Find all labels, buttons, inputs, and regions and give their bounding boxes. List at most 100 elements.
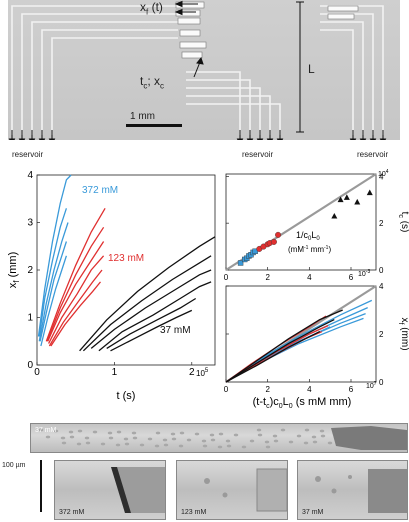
series-line [110, 309, 193, 352]
speckle [226, 444, 232, 448]
microchannel-micrograph [8, 0, 400, 140]
scale-bar-100um [40, 460, 42, 512]
speckle [53, 429, 59, 433]
series-line [225, 309, 343, 383]
speckle [38, 428, 44, 432]
reservoir-label-right: reservoir [357, 150, 389, 159]
svg-text:xf (mm): xf (mm) [7, 252, 21, 288]
series-line [79, 236, 216, 352]
channel-strip-photo: 37 mM [30, 423, 408, 453]
right-channel-set [320, 5, 384, 135]
series-line [37, 174, 72, 337]
reservoir-arrows [8, 130, 387, 140]
speckle [202, 444, 208, 448]
left-channel-set [11, 5, 178, 135]
crystal-front [331, 426, 407, 450]
speckle [312, 440, 318, 444]
y-tick-label: 2 [379, 219, 384, 228]
speckle [210, 438, 216, 442]
speckle [186, 438, 192, 442]
speckle [217, 445, 223, 449]
middle-channel-set [186, 71, 281, 135]
speckle [209, 433, 215, 437]
annotation-units: (mM-1 mm-1) [288, 245, 331, 254]
y-tick-label: 0 [379, 378, 384, 387]
speckle [107, 431, 113, 435]
y-tick-label: 2 [379, 330, 384, 339]
speckle [69, 435, 75, 439]
series-line [90, 269, 212, 349]
speckle [178, 444, 184, 448]
speckle [61, 441, 67, 445]
speckle [233, 433, 239, 437]
photo-372mM: 372 mM [54, 460, 166, 520]
y-axis-label: xf (mm) [397, 317, 409, 350]
speckle [100, 442, 106, 446]
speckle [303, 441, 309, 445]
data-point [337, 196, 344, 203]
crystal-speckle [38, 426, 407, 450]
label-37mM: 37 mM [160, 325, 191, 336]
photo-label-37mM: 37 mM [302, 509, 324, 516]
speckle [85, 441, 91, 445]
x-tick-label: 1 [112, 367, 118, 378]
speckle [265, 445, 271, 449]
x-tick-label: 4 [307, 273, 312, 280]
y-axis-label: xf (mm) [7, 252, 21, 288]
speckle [170, 432, 176, 436]
x-exponent-label: 105 [196, 368, 209, 378]
y-tick-label: 2 [27, 265, 33, 276]
front-arrow [174, 0, 198, 16]
speckle [124, 442, 130, 446]
series-line [39, 241, 68, 342]
speckle [171, 437, 177, 441]
series-line [46, 226, 105, 342]
series-line [38, 208, 68, 337]
speckle [296, 434, 302, 438]
speckle [108, 436, 114, 440]
series-line [38, 222, 69, 342]
speckle [68, 430, 74, 434]
label-123mM: 123 mM [108, 253, 144, 264]
speckle [76, 442, 82, 446]
speckle [131, 431, 137, 435]
series-line [82, 255, 212, 352]
y-tick-label: 4 [27, 170, 33, 181]
x-axis-label: (t-tc)c0L0 (s mM mm) [253, 396, 352, 408]
series-line [225, 319, 335, 383]
reservoir-label-left: reservoir [12, 150, 44, 159]
photo-label-372mM: 372 mM [59, 509, 85, 516]
data-point [343, 194, 350, 200]
scale-bar-1mm [126, 124, 182, 127]
x-exponent-label: 10-3 [358, 269, 370, 278]
collapsed-front-chart: 0 2 4 6 0 2 4 xf (mm) 107 (t-tc)c0L0 (s mM mm) [224, 282, 409, 408]
speckle [155, 431, 161, 435]
data-point [366, 189, 373, 196]
speckle [311, 435, 317, 439]
x-tick-label: 2 [265, 273, 270, 280]
y-tick-label: 0 [379, 266, 384, 275]
x-axis-label: t (s) [117, 390, 136, 402]
photo-123mM: 123 mM [176, 460, 288, 520]
speckle [45, 435, 51, 439]
series-line [50, 281, 102, 347]
y-tick-label: 4 [379, 172, 384, 181]
scale-bar-100um-label: 100 µm [2, 462, 26, 469]
speckle [201, 439, 207, 443]
photo-37mM: 37 mM [297, 460, 408, 520]
speckle [115, 443, 121, 447]
speckle [147, 437, 153, 441]
speckle [92, 430, 98, 434]
series-line [45, 207, 106, 342]
series-line [225, 331, 321, 383]
speckle [194, 432, 200, 436]
critical-time-scatter-chart: 0 2 4 6 0 2 4 tc (s) 104 10-3 1/c0L0 (mM-1 mm-… [224, 169, 409, 280]
speckle [257, 433, 263, 437]
x-tick-label: 0 [34, 367, 40, 378]
speckle [162, 438, 168, 442]
crit-arrow [193, 56, 204, 78]
critical-point-label: tc; xc [140, 74, 165, 91]
speckle [264, 440, 270, 444]
speckle [304, 428, 310, 432]
speckle [256, 428, 262, 432]
